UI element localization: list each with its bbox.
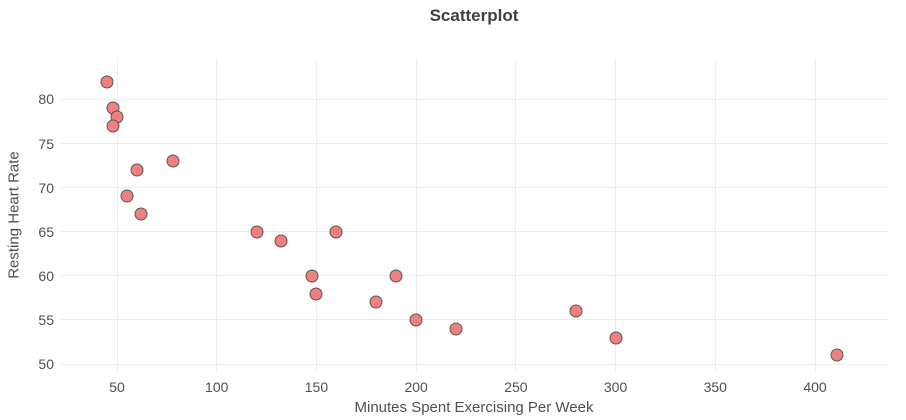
x-axis-title: Minutes Spent Exercising Per Week	[354, 399, 594, 416]
y-tick-label: 60	[38, 267, 54, 284]
x-gridline	[216, 58, 218, 372]
data-point[interactable]	[569, 304, 583, 318]
data-point[interactable]	[830, 348, 844, 362]
data-point[interactable]	[305, 269, 319, 283]
data-point[interactable]	[309, 287, 323, 300]
x-gridline	[615, 58, 617, 372]
y-tick-label: 75	[38, 135, 54, 152]
y-gridline	[60, 187, 888, 189]
y-gridline	[60, 319, 888, 321]
x-gridline	[415, 58, 417, 372]
data-point[interactable]	[134, 207, 148, 221]
y-gridline	[60, 275, 888, 277]
data-point[interactable]	[250, 225, 264, 239]
x-tick-label: 50	[109, 379, 125, 395]
x-tick-label: 400	[803, 379, 827, 395]
y-tick-label: 80	[38, 91, 54, 108]
plot-area[interactable]	[60, 58, 888, 372]
y-gridline	[60, 231, 888, 233]
data-point[interactable]	[274, 234, 288, 248]
data-point[interactable]	[409, 313, 423, 327]
x-tick-label: 150	[304, 379, 329, 395]
y-gridline	[60, 363, 888, 365]
y-tick-label: 70	[38, 179, 54, 196]
x-gridline	[714, 58, 716, 372]
data-point[interactable]	[166, 154, 180, 168]
data-point[interactable]	[369, 295, 383, 309]
x-tick-label: 350	[703, 379, 727, 395]
chart-title: Scatterplot	[429, 6, 519, 25]
data-point[interactable]	[130, 163, 144, 177]
y-tick-label: 65	[38, 223, 54, 240]
data-point[interactable]	[329, 225, 343, 239]
x-tick-label: 100	[205, 379, 229, 395]
x-tick-label: 200	[404, 379, 428, 395]
y-gridline	[60, 143, 888, 145]
x-tick-label: 250	[504, 379, 528, 395]
data-point[interactable]	[449, 322, 463, 336]
y-tick-label: 55	[38, 311, 54, 328]
data-point[interactable]	[100, 75, 114, 89]
data-point[interactable]	[609, 331, 623, 345]
data-point[interactable]	[106, 119, 120, 133]
x-gridline	[116, 58, 118, 372]
y-tick-label: 50	[38, 356, 54, 373]
x-gridline	[814, 58, 816, 372]
x-tick-label: 300	[603, 379, 628, 395]
data-point[interactable]	[389, 269, 403, 283]
x-gridline	[315, 58, 317, 372]
y-axis-title: Resting Heart Rate	[5, 151, 23, 279]
data-point[interactable]	[120, 189, 134, 203]
x-gridline	[515, 58, 517, 372]
y-gridline	[60, 98, 888, 100]
